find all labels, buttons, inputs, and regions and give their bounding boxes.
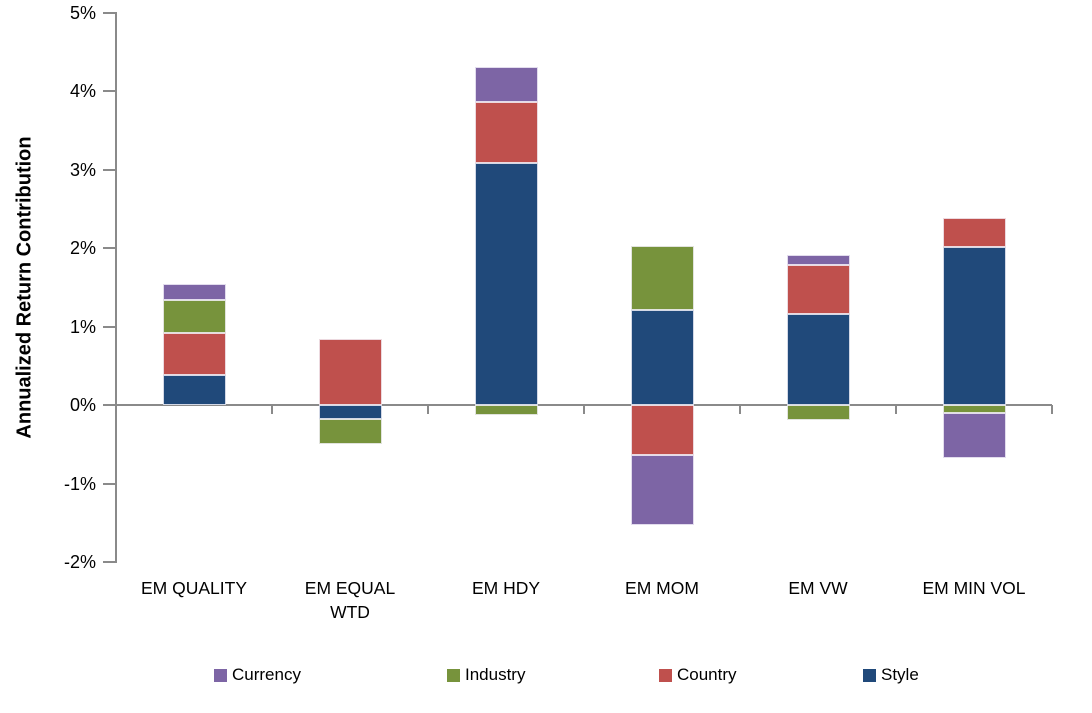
bar-segment-country — [474, 101, 538, 163]
bar-segment-industry — [474, 405, 538, 415]
bar-segment-style — [786, 314, 850, 406]
category-label: EM QUALITY — [141, 578, 247, 598]
bar-segment-industry — [630, 245, 694, 311]
legend-label: Currency — [232, 665, 301, 684]
legend-label: Style — [881, 665, 919, 684]
category-label: EM EQUAL WTD — [304, 578, 396, 622]
y-axis-tick-mark — [103, 404, 116, 407]
bar-segment-style — [162, 374, 226, 406]
category-label: EM MOM — [625, 578, 699, 598]
y-axis-tick-label: 0% — [69, 395, 96, 416]
x-axis-tick-mark — [271, 405, 273, 415]
bar-segment-industry — [942, 405, 1006, 413]
bar-segment-country — [786, 264, 850, 315]
legend-item-style: Style — [863, 665, 919, 685]
bar-segment-industry — [318, 419, 382, 444]
legend-item-country: Country — [659, 665, 737, 685]
bar-segment-style — [318, 405, 382, 420]
bar-segment-currency — [162, 283, 226, 301]
category-label: EM MIN VOL — [922, 578, 1026, 598]
y-axis-tick-mark — [103, 561, 116, 563]
y-axis-tick-mark — [103, 325, 116, 328]
legend-label: Country — [677, 665, 737, 684]
y-axis-tick-label: 1% — [69, 316, 96, 337]
y-axis-tick-label: 5% — [69, 3, 96, 23]
y-axis-tick-label: 2% — [69, 238, 96, 259]
x-axis-tick-mark — [583, 405, 585, 415]
y-axis-tick-mark — [103, 12, 116, 14]
legend-item-industry: Industry — [447, 665, 525, 685]
legend-item-currency: Currency — [214, 665, 301, 685]
x-axis-tick-mark — [895, 405, 897, 415]
bar-segment-currency — [474, 67, 538, 102]
bar-segment-currency — [630, 455, 694, 526]
category-label: EM VW — [788, 578, 848, 598]
bar-segment-industry — [786, 405, 850, 421]
y-axis-tick-label: -2% — [63, 552, 96, 572]
y-axis-tick-mark — [103, 247, 116, 250]
bar-segment-industry — [162, 300, 226, 333]
bar-segment-style — [630, 310, 694, 406]
legend-swatch-currency — [214, 668, 227, 682]
bar-segment-country — [318, 339, 382, 406]
y-axis-tick-label: -1% — [63, 473, 96, 494]
bar-segment-country — [162, 332, 226, 375]
bar-segment-currency — [942, 412, 1006, 459]
bar-segment-country — [630, 405, 694, 456]
legend-swatch-industry — [447, 668, 460, 682]
x-axis-tick-mark — [1051, 405, 1053, 415]
y-axis-tick-mark — [103, 90, 116, 93]
bar-segment-currency — [786, 254, 850, 265]
bar-segment-style — [474, 162, 538, 406]
category-label: EM HDY — [471, 578, 541, 598]
y-axis-title-text: Annualized Return Contribution — [13, 136, 36, 439]
legend-swatch-country — [659, 668, 672, 682]
legend-swatch-style — [863, 668, 876, 682]
y-axis-line — [115, 12, 117, 563]
y-axis-tick-mark — [103, 482, 116, 485]
legend-label: Industry — [465, 665, 526, 684]
x-axis-tick-mark — [427, 405, 429, 415]
bar-segment-style — [942, 246, 1006, 406]
x-axis-tick-mark — [739, 405, 741, 415]
y-axis-tick-label: 3% — [69, 159, 96, 180]
y-axis-tick-label: 4% — [69, 81, 96, 102]
bar-segment-country — [942, 217, 1006, 247]
y-axis-tick-mark — [103, 168, 116, 171]
